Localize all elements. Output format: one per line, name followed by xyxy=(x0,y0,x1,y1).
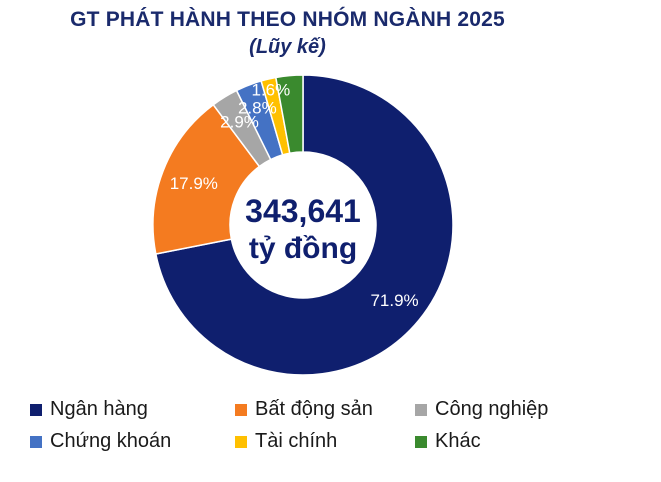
legend-swatch xyxy=(30,403,42,416)
legend-item-5: Khác xyxy=(415,430,481,453)
legend-item-0: Ngân hàng xyxy=(30,398,148,421)
legend-swatch xyxy=(30,435,42,448)
chart-subtitle: (Lũy kế) xyxy=(249,36,326,58)
donut-hole xyxy=(230,152,376,298)
legend-label: Tài chính xyxy=(255,430,338,452)
slice-label-4: 1.6% xyxy=(251,80,290,99)
legend-item-4: Tài chính xyxy=(235,430,337,453)
legend-swatch xyxy=(235,403,247,416)
legend-label: Khác xyxy=(435,430,481,452)
legend-item-3: Chứng khoán xyxy=(30,430,171,453)
legend-label: Bất động sản xyxy=(255,398,373,420)
slice-label-0: 71.9% xyxy=(370,291,418,310)
chart-title: GT PHÁT HÀNH THEO NHÓM NGÀNH 2025 xyxy=(70,8,505,31)
slice-labels: 71.9% 17.9% 2.9%2.8%1.6% xyxy=(170,80,419,310)
legend-item-2: Công nghiệp xyxy=(415,398,548,421)
legend-swatch xyxy=(415,435,427,448)
slice-label-3: 2.8% xyxy=(238,99,277,118)
donut-chart: 343,641 tỷ đồng 71.9% 17.9% 2.9%2.8%1.6% xyxy=(152,74,454,376)
slice-label-1: 17.9% xyxy=(170,174,218,193)
legend-item-1: Bất động sản xyxy=(235,398,373,421)
legend-swatch xyxy=(415,403,427,416)
center-value: 343,641 xyxy=(245,193,361,229)
legend-label: Công nghiệp xyxy=(435,398,549,420)
legend-swatch xyxy=(235,435,247,448)
legend-label: Ngân hàng xyxy=(50,398,148,420)
center-unit: tỷ đồng xyxy=(249,232,357,265)
legend-label: Chứng khoán xyxy=(50,430,172,452)
slice-label-2: 2.9% xyxy=(220,112,259,131)
